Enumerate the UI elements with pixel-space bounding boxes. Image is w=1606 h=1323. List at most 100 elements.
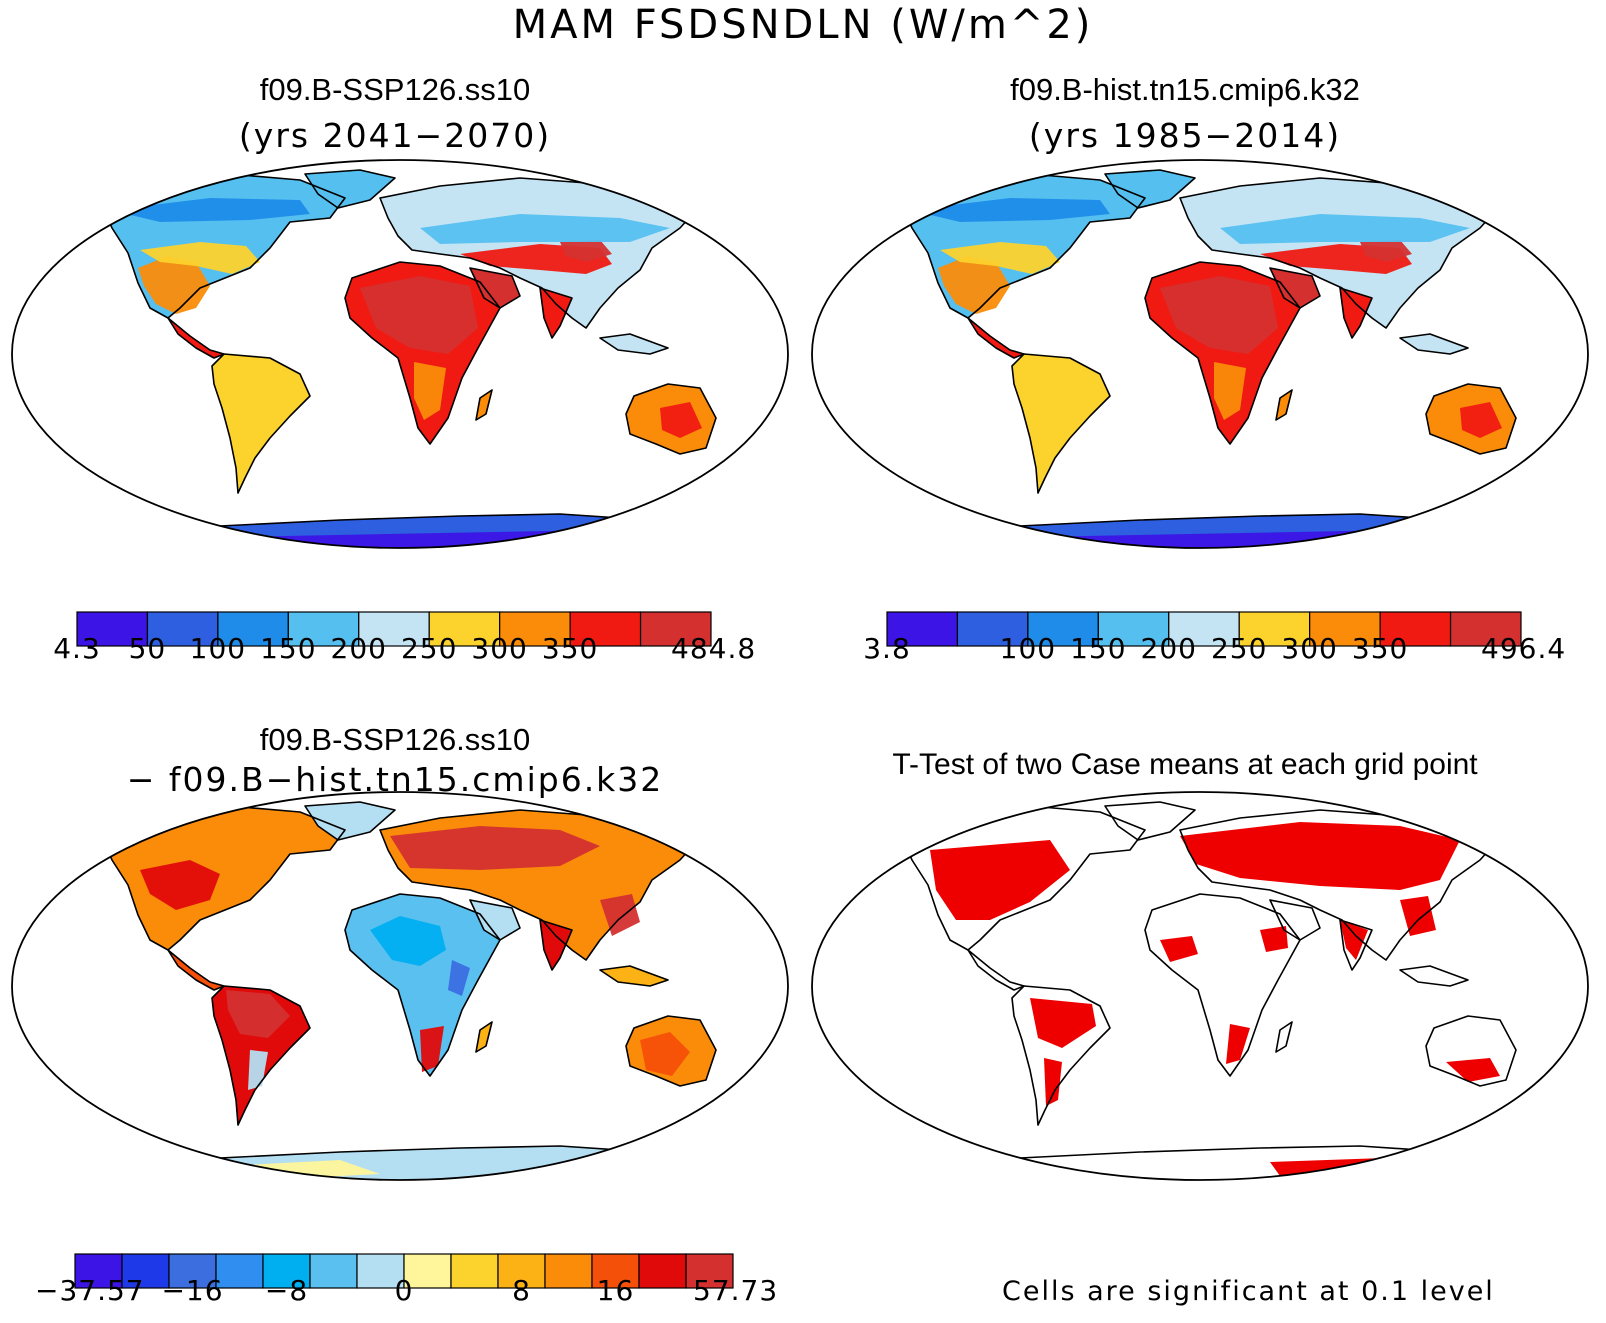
colorbar-box xyxy=(956,611,1029,647)
africa-coastline xyxy=(344,261,501,445)
colorbar-box xyxy=(886,611,959,647)
field-patch xyxy=(1220,214,1470,244)
africa-coastline xyxy=(1144,261,1301,445)
field-patch xyxy=(1214,362,1246,420)
case2-map xyxy=(811,159,1589,549)
field-patch xyxy=(420,214,670,244)
arabia-coastline xyxy=(469,899,521,941)
field-patch xyxy=(140,860,220,910)
significance-note: Cells are significant at 0.1 level xyxy=(1002,1276,1495,1307)
indonesia-coastline xyxy=(1399,965,1469,987)
case1-map xyxy=(11,159,789,549)
south-america-coastline xyxy=(1011,353,1111,494)
field-patch xyxy=(420,1026,444,1072)
india-fill xyxy=(540,920,572,970)
map-border xyxy=(11,159,789,549)
colorbar-tick-label: −16 xyxy=(161,1274,224,1307)
colorbar-tick-label: 100 xyxy=(999,632,1057,665)
field-patch xyxy=(370,916,446,966)
diff-map xyxy=(11,791,789,1181)
field-patch xyxy=(1360,240,1412,262)
colorbar-box xyxy=(121,1253,170,1289)
india-fill xyxy=(540,288,572,338)
colorbar-box xyxy=(358,611,430,647)
colorbar-box xyxy=(1238,611,1311,647)
colorbar-tick-label: 496.4 xyxy=(1481,632,1567,665)
africa-coastline xyxy=(1144,893,1301,1077)
colorbar-box xyxy=(287,611,360,647)
south-america-coastline xyxy=(211,985,311,1126)
colorbar-tick-label: 484.8 xyxy=(671,632,757,665)
colorbar-tick-label: −8 xyxy=(264,1274,309,1307)
madagascar-coastline xyxy=(1275,1021,1293,1053)
field-patch xyxy=(600,894,640,936)
diff-title: f09.B-SSP126.ss10 xyxy=(259,722,531,757)
madagascar-coastline xyxy=(475,389,493,421)
india-coastline xyxy=(539,287,573,339)
colorbar-box xyxy=(403,1253,452,1289)
colorbar-box xyxy=(638,1253,687,1289)
case1-title: f09.B-SSP126.ss10 xyxy=(259,72,531,107)
colorbar-box xyxy=(146,611,219,647)
colorbar-tick-label: 50 xyxy=(128,632,167,665)
north-america-coastline xyxy=(899,805,1146,951)
colorbar-box xyxy=(1168,611,1240,647)
colorbar-tick-label: 57.73 xyxy=(693,1274,779,1307)
arabia-coastline xyxy=(1269,267,1321,309)
significant-region xyxy=(1226,1024,1250,1064)
colorbar-tick-label: 16 xyxy=(596,1274,635,1307)
significant-region xyxy=(1400,896,1436,936)
madagascar-fill xyxy=(476,390,492,420)
colorbar-tick-label: 4.3 xyxy=(53,632,101,665)
colorbar-box xyxy=(1027,611,1099,647)
ttest-title: T-Test of two Case means at each grid po… xyxy=(892,748,1478,781)
greenland-coastline xyxy=(304,169,396,209)
colorbar-box xyxy=(499,611,571,647)
south-america-coastline xyxy=(211,353,311,494)
indonesia-coastline xyxy=(599,965,669,987)
case2-years: (yrs 1985−2014) xyxy=(1028,116,1342,155)
colorbar-box xyxy=(685,1253,734,1289)
greenland-coastline xyxy=(1104,169,1196,209)
significant-region xyxy=(1446,1058,1500,1082)
india-coastline xyxy=(1339,919,1373,971)
field-patch xyxy=(110,198,310,222)
colorbar-tick-label: 300 xyxy=(471,632,528,665)
madagascar-coastline xyxy=(475,1021,493,1053)
colorbar-tick-label: 350 xyxy=(541,632,599,665)
figure-title: MAM FSDSNDLN (W/m^2) xyxy=(512,2,1094,48)
field-patch xyxy=(910,198,1110,222)
field-patch xyxy=(390,826,600,870)
field-patch xyxy=(138,256,210,314)
case2-title: f09.B-hist.tn15.cmip6.k32 xyxy=(1010,72,1360,107)
greenland-fill xyxy=(305,802,395,840)
arabia-coastline xyxy=(469,267,521,309)
australia-coastline xyxy=(1425,1015,1517,1087)
colorbar-tick-label: 0 xyxy=(394,1274,414,1307)
significant-region xyxy=(1160,936,1198,962)
greenland-fill xyxy=(305,170,395,208)
central-america-coastline xyxy=(167,317,225,359)
field-patch xyxy=(1460,402,1502,438)
field-patch xyxy=(560,240,612,262)
map-border xyxy=(811,159,1589,549)
colorbar-box xyxy=(76,611,149,647)
colorbar-box xyxy=(262,1253,311,1289)
india-fill xyxy=(1340,288,1372,338)
north-america-coastline xyxy=(899,173,1146,319)
india-coastline xyxy=(539,919,573,971)
central-america-coastline xyxy=(967,317,1025,359)
north-america-fill xyxy=(100,806,345,950)
arabia-fill xyxy=(1270,268,1320,308)
field-patch xyxy=(940,242,1060,274)
australia-coastline xyxy=(1425,383,1517,455)
diff-colorbar xyxy=(74,1253,734,1289)
significant-region xyxy=(1260,926,1288,952)
central-america-coastline xyxy=(967,949,1025,991)
north-america-coastline xyxy=(99,805,346,951)
indonesia-coastline xyxy=(1399,333,1469,355)
field-patch xyxy=(660,402,702,438)
case1-years: (yrs 2041−2070) xyxy=(238,116,552,155)
field-patch xyxy=(448,960,470,996)
colorbar-tick-label: −37.57 xyxy=(35,1274,145,1307)
